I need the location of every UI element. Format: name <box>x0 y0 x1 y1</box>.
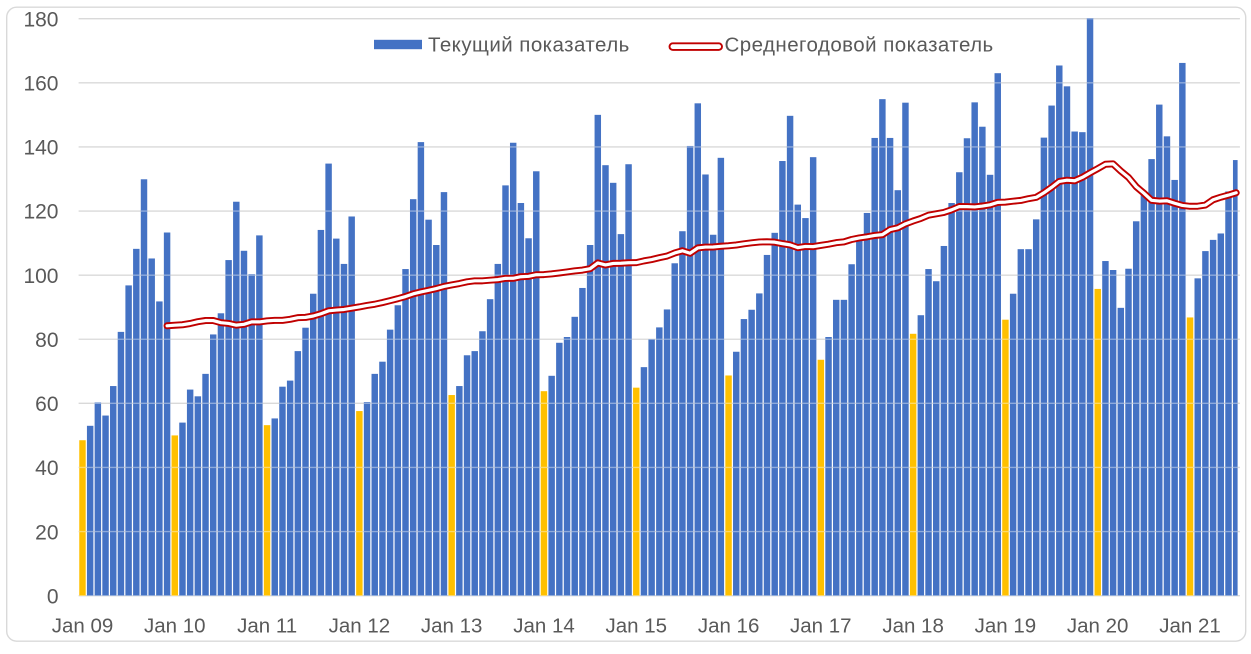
svg-text:Среднегодовой показатель: Среднегодовой показатель <box>725 34 994 57</box>
svg-text:Jan 18: Jan 18 <box>882 615 944 638</box>
svg-text:140: 140 <box>23 137 58 160</box>
svg-text:120: 120 <box>23 201 58 224</box>
svg-text:Jan 15: Jan 15 <box>606 615 668 638</box>
svg-text:Jan 17: Jan 17 <box>790 615 852 638</box>
svg-text:20: 20 <box>35 521 58 544</box>
svg-text:100: 100 <box>23 265 58 288</box>
svg-text:Jan 12: Jan 12 <box>329 615 391 638</box>
svg-text:180: 180 <box>23 8 58 31</box>
svg-text:0: 0 <box>47 585 59 608</box>
svg-text:Текущий показатель: Текущий показатель <box>428 34 630 57</box>
svg-text:Jan 11: Jan 11 <box>237 615 297 638</box>
svg-text:40: 40 <box>35 457 58 480</box>
svg-text:Jan 21: Jan 21 <box>1159 615 1221 638</box>
svg-text:Jan 16: Jan 16 <box>698 615 760 638</box>
svg-text:80: 80 <box>35 329 58 352</box>
svg-text:160: 160 <box>23 73 58 96</box>
svg-text:Jan 13: Jan 13 <box>421 615 483 638</box>
svg-text:Jan 09: Jan 09 <box>52 615 114 638</box>
svg-text:Jan 10: Jan 10 <box>144 615 206 638</box>
svg-text:60: 60 <box>35 393 58 416</box>
svg-text:Jan 14: Jan 14 <box>513 615 575 638</box>
svg-text:Jan 20: Jan 20 <box>1067 615 1129 638</box>
svg-text:Jan 19: Jan 19 <box>975 615 1037 638</box>
